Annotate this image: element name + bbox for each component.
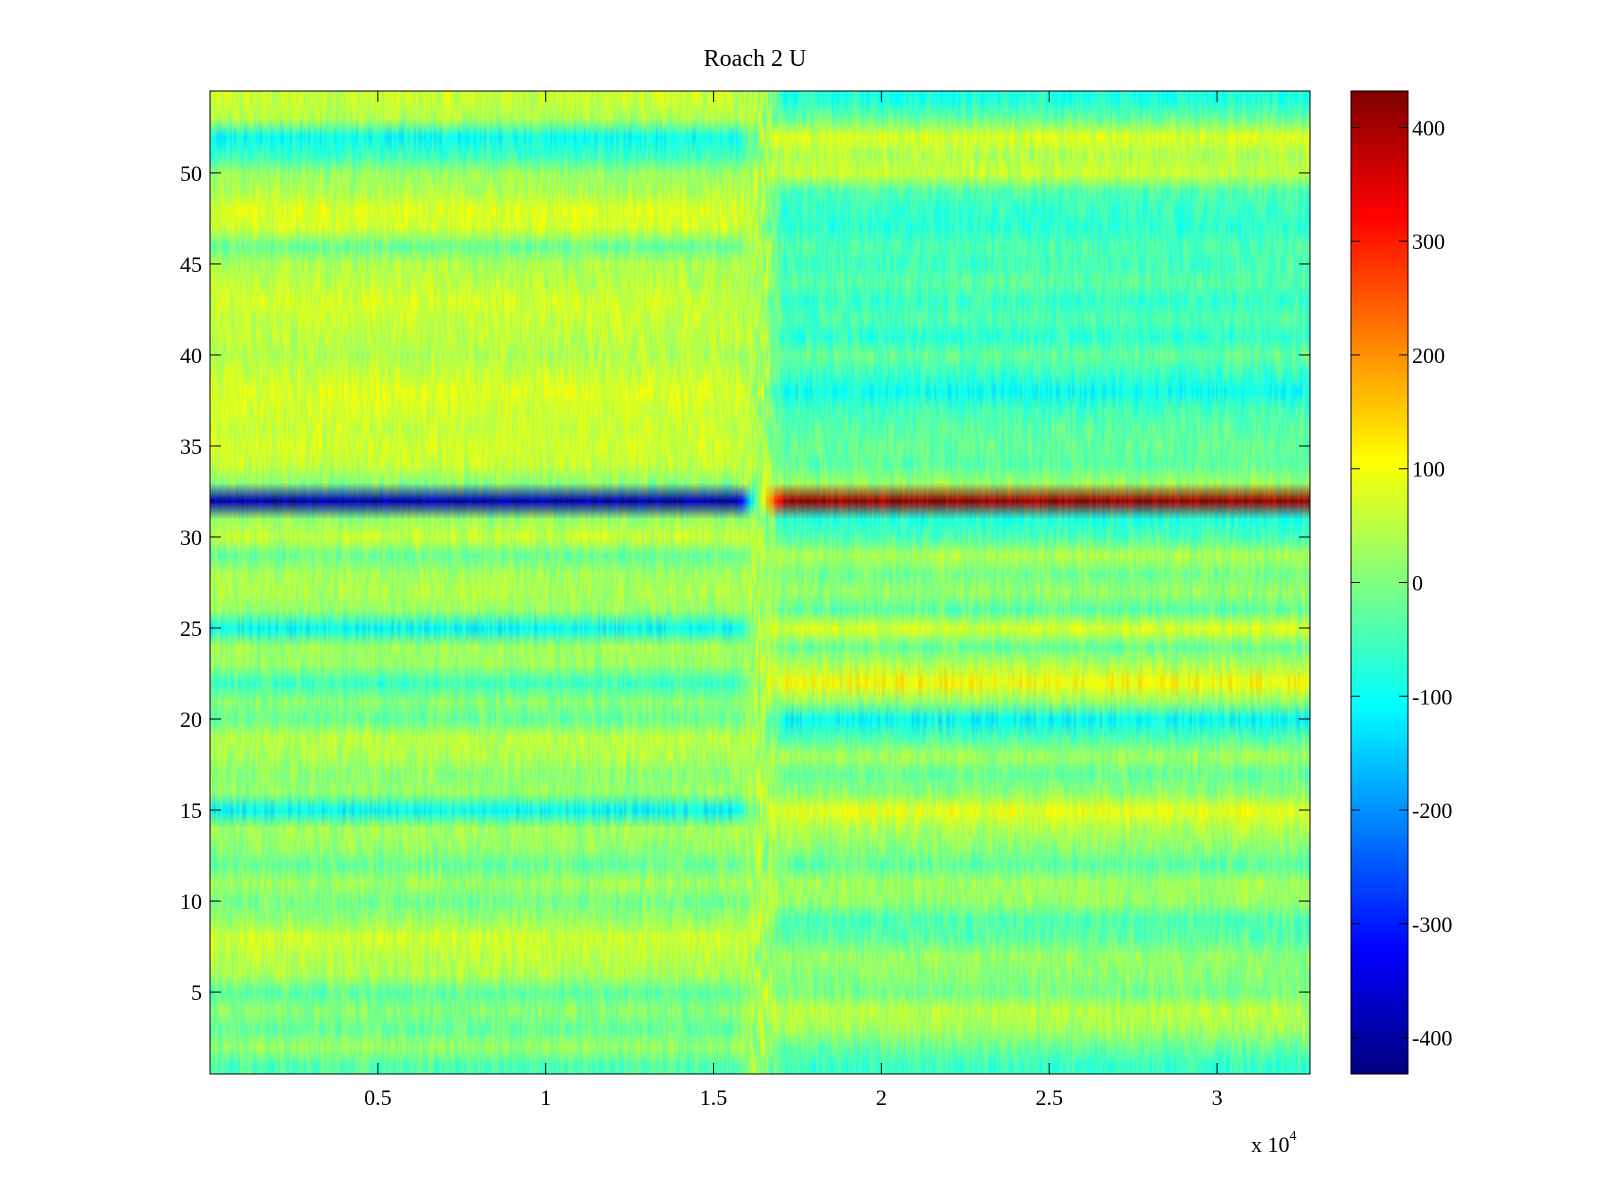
x-tick-label: 1 bbox=[540, 1085, 551, 1110]
x-tick-label: 1.5 bbox=[700, 1085, 728, 1110]
y-tick-label: 50 bbox=[180, 161, 202, 186]
heatmap-image bbox=[210, 91, 1310, 1074]
x-axis: 0.5 1 1.5 2 2.5 3 bbox=[364, 91, 1223, 1110]
y-tick-label: 30 bbox=[180, 525, 202, 550]
colorbar-tick-label: -300 bbox=[1412, 912, 1452, 937]
y-tick-label: 45 bbox=[180, 252, 202, 277]
x-tick-label: 2 bbox=[876, 1085, 887, 1110]
y-tick-label: 15 bbox=[180, 798, 202, 823]
colorbar-tick-label: -400 bbox=[1412, 1026, 1452, 1051]
y-tick-label: 10 bbox=[180, 889, 202, 914]
colorbar-tick-label: 0 bbox=[1412, 571, 1423, 596]
colorbar-tick-label: -100 bbox=[1412, 684, 1452, 709]
y-axis: 5 10 15 20 25 30 35 40 45 50 bbox=[180, 161, 1310, 1005]
y-tick-label: 40 bbox=[180, 343, 202, 368]
x-tick-label: 3 bbox=[1212, 1085, 1223, 1110]
colorbar-tick-label: 200 bbox=[1412, 343, 1445, 368]
colorbar-ticks: 400 300 200 100 0 -100 -200 -300 -400 bbox=[1351, 115, 1452, 1051]
colorbar-tick-label: 300 bbox=[1412, 229, 1445, 254]
plot-frame bbox=[209, 90, 1311, 1075]
x-multiplier-exponent: 4 bbox=[1290, 1129, 1297, 1144]
y-tick-label: 20 bbox=[180, 707, 202, 732]
colorbar-tick-label: 400 bbox=[1412, 115, 1445, 140]
y-tick-label: 35 bbox=[180, 434, 202, 459]
y-tick-label: 25 bbox=[180, 616, 202, 641]
x-tick-label: 2.5 bbox=[1035, 1085, 1063, 1110]
y-tick-label: 5 bbox=[191, 980, 202, 1005]
x-tick-label: 0.5 bbox=[364, 1085, 392, 1110]
colorbar-tick-label: -200 bbox=[1412, 798, 1452, 823]
x-axis-multiplier: x 104 bbox=[1251, 1129, 1297, 1157]
colorbar-gradient bbox=[1351, 91, 1408, 1074]
chart-title: Roach 2 U bbox=[704, 46, 807, 72]
colorbar: 400 300 200 100 0 -100 -200 -300 -400 bbox=[1350, 90, 1452, 1075]
heatmap-area bbox=[210, 91, 1310, 1074]
colorbar-tick-label: 100 bbox=[1412, 457, 1445, 482]
x-multiplier-base: x 10 bbox=[1251, 1132, 1290, 1157]
